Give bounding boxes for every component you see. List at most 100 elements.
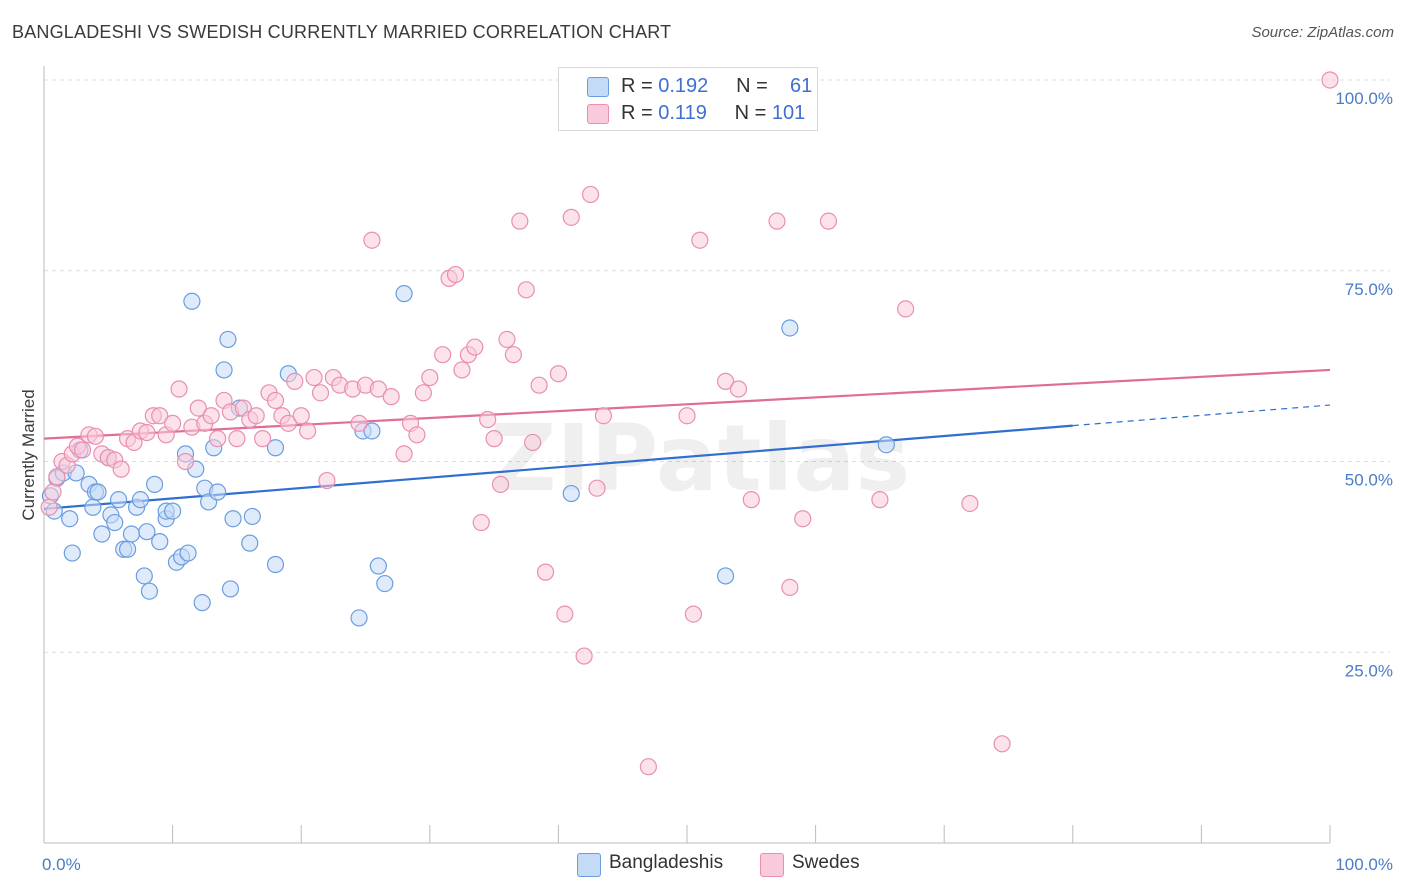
bangladeshis-point (243, 507, 261, 526)
swedes-point (871, 491, 889, 509)
swedes-point (151, 407, 169, 425)
legend-n-label: N = (736, 75, 768, 97)
swedes-point (781, 578, 799, 596)
swedes-point (44, 483, 62, 501)
swedes-point (993, 735, 1011, 753)
swedes-point (498, 330, 516, 349)
bangladeshis-point (93, 525, 111, 543)
bangladeshis-point (781, 319, 799, 337)
legend-r-label: R = (621, 75, 653, 97)
swedes-point (369, 380, 387, 398)
bangladeshis-point (376, 574, 394, 593)
swedes-point (742, 491, 760, 509)
bangladeshis-trend-extension (1072, 404, 1331, 427)
bangladeshis-point (209, 483, 227, 501)
bangladeshis-point (145, 475, 164, 493)
swedes-point (86, 427, 105, 445)
swedes-swatch (587, 104, 609, 124)
swedes-point (562, 208, 580, 226)
swedes-point (691, 231, 709, 249)
swedes-point (536, 563, 555, 581)
swedes-point (73, 441, 92, 459)
bangladeshis-point (138, 523, 156, 541)
watermark-zip: ZIPatlas (490, 405, 910, 512)
bangladeshis-point (109, 491, 128, 509)
bangladeshis-point (131, 491, 150, 509)
swedes-point (299, 422, 317, 440)
swedes-point (491, 475, 510, 493)
axes: 0.0% 100.0% (42, 66, 1393, 874)
legend-n-value: 61 (790, 75, 813, 97)
swedes-point (517, 281, 535, 299)
swedes-point (363, 231, 381, 249)
bangladeshis-point (350, 609, 368, 627)
legend-r-value: 0.192 (658, 75, 709, 97)
swedes-point (466, 338, 484, 356)
bangladeshis-point (221, 580, 240, 598)
swedes-point (485, 430, 503, 448)
legend-label-swedes: Swedes (792, 852, 860, 873)
bangladeshis-point (215, 361, 233, 379)
swedes-point (794, 510, 812, 528)
bangladeshis-point (877, 436, 895, 454)
bangladeshis-point (224, 510, 242, 528)
swedes-point (556, 605, 574, 623)
bangladeshis-point (63, 544, 81, 562)
swedes-point (639, 758, 658, 776)
swedes-point (254, 430, 272, 448)
swedes-point (247, 407, 265, 425)
bangladeshis-point (122, 525, 141, 543)
swedes-point (292, 407, 310, 425)
swedes-point (684, 605, 703, 623)
bangladeshis-point (118, 540, 137, 558)
bangladeshis-point (89, 483, 107, 501)
swedes-point (453, 361, 471, 379)
swedes-point (472, 513, 490, 532)
swedes-point (382, 388, 400, 406)
swedes-point (408, 426, 426, 444)
bangladeshis-point (266, 439, 285, 457)
swedes-point (897, 300, 915, 318)
y-tick-label: 25.0% (1345, 661, 1393, 680)
series-legend: Bangladeshis Swedes (0, 852, 1406, 878)
bangladeshis-point (164, 502, 182, 520)
swedes-point (395, 445, 413, 463)
swedes-point (678, 407, 696, 425)
bangladeshis-point (219, 330, 237, 349)
swedes-point (112, 460, 130, 478)
swedes-point (961, 494, 979, 513)
swedes-point (549, 365, 568, 383)
swedes-point (530, 376, 548, 394)
swedes-point (311, 384, 330, 402)
swedes-point (305, 368, 323, 387)
y-tick-label: 50.0% (1345, 471, 1393, 490)
legend-text-bangladeshis: R = 0.192 N = 61 (621, 75, 812, 98)
bangladeshis-point (84, 498, 102, 516)
swedes-point (479, 410, 497, 429)
legend-n-value: 101 (771, 102, 806, 124)
legend-n-label: N = (734, 102, 767, 124)
swedes-point (729, 380, 748, 398)
stats-legend: R = 0.192 N = 61 R = 0.119 N = 101 (558, 67, 818, 131)
swedes-point (209, 430, 227, 448)
swedes-point (414, 384, 432, 402)
swedes-point (189, 399, 207, 417)
swedes-point (176, 452, 195, 471)
swedes-point (202, 407, 220, 425)
bangladeshis-point (135, 567, 153, 585)
bangladeshis-swatch (587, 77, 609, 97)
source-label: Source: ZipAtlas.com (1251, 24, 1394, 41)
swedes-point (434, 346, 452, 364)
swedes-point (266, 391, 285, 410)
swedes-point (286, 372, 304, 390)
legend-label-bangladeshis: Bangladeshis (609, 852, 724, 873)
swedes-point (40, 498, 58, 516)
swedes-point (421, 368, 439, 387)
swedes-swatch (760, 853, 784, 877)
bangladeshis-point (266, 555, 285, 574)
swedes-point (588, 479, 606, 497)
swedes-point (164, 414, 182, 432)
swedes-point (768, 212, 786, 230)
y-tick-label: 75.0% (1345, 280, 1393, 299)
